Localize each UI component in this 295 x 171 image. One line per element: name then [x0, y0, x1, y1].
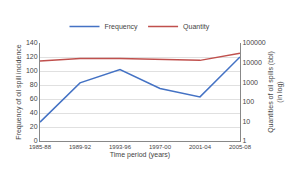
svg-text:10: 10	[242, 118, 250, 125]
svg-text:Time period (years): Time period (years)	[110, 151, 170, 159]
svg-text:1997-00: 1997-00	[149, 144, 172, 150]
svg-text:1: 1	[242, 137, 246, 144]
svg-text:60: 60	[30, 95, 38, 102]
svg-text:1000: 1000	[242, 79, 258, 86]
svg-text:2005-08: 2005-08	[229, 144, 252, 150]
svg-text:100: 100	[26, 67, 38, 74]
svg-text:80: 80	[30, 81, 38, 88]
svg-text:Frequency: Frequency	[105, 23, 139, 31]
svg-text:40: 40	[30, 109, 38, 116]
svg-text:1989-92: 1989-92	[69, 144, 92, 150]
svg-text:100: 100	[242, 98, 254, 105]
svg-text:Frequency of oil spill inciden: Frequency of oil spill incidence	[15, 44, 23, 139]
svg-text:120: 120	[26, 53, 38, 60]
svg-text:10000: 10000	[242, 59, 262, 66]
svg-text:1993-96: 1993-96	[109, 144, 132, 150]
svg-text:Quantity: Quantity	[183, 23, 210, 31]
svg-text:Quantities of oil spills (bbl): Quantities of oil spills (bbl)(in log)	[267, 51, 284, 133]
svg-text:20: 20	[30, 123, 38, 130]
svg-text:2001-04: 2001-04	[189, 144, 212, 150]
svg-text:100000: 100000	[242, 39, 265, 46]
svg-text:140: 140	[26, 39, 38, 46]
svg-text:1985-88: 1985-88	[29, 144, 52, 150]
svg-text:0: 0	[34, 137, 38, 144]
